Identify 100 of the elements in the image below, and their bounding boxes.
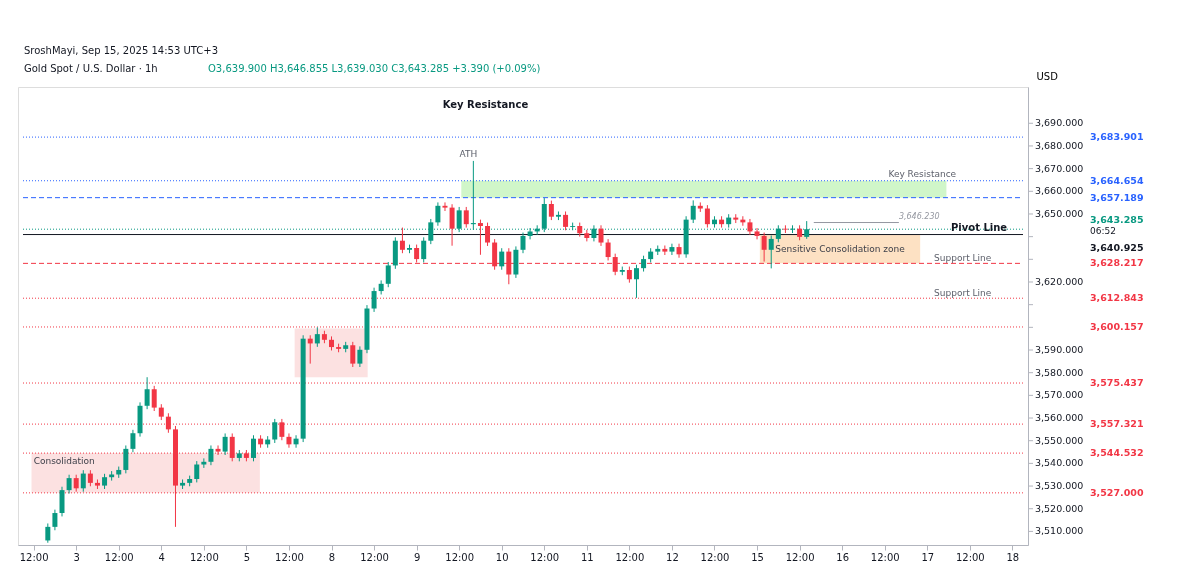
candlestick [669,243,675,256]
candlestick [768,235,774,269]
annotation: Key Resistance [888,169,957,180]
x-tick-label: 5 [243,551,251,563]
ref-line-label: 3,544.532 [1090,447,1144,459]
candlestick [194,460,200,483]
x-tick-label: 12 [666,551,679,563]
annotation: Support Line [934,287,992,298]
candlestick [449,203,455,247]
ref-line-label: 3,664.654 [1090,174,1144,186]
candlestick [66,474,72,495]
y-tick-label: 3,690.000 [1035,117,1084,129]
candlestick [676,243,682,259]
y-tick-label: 3,510.000 [1035,525,1084,537]
y-tick-label: 3,580.000 [1035,366,1084,378]
ref-line-label: 3,683.901 [1090,131,1144,143]
chart-title: Gold Spot / U.S. Dollar · 1h [24,63,158,74]
x-tick-label: 12:00 [700,551,730,563]
candlestick [754,227,760,240]
candlestick [201,457,207,469]
candlestick [314,326,320,348]
band-label: Sensitive Consolidation zone [775,243,906,254]
y-tick-label: 3,550.000 [1035,434,1084,446]
x-tick-label: 12:00 [275,551,304,563]
x-tick-label: 11 [580,551,594,563]
candlestick [286,432,292,449]
annotation: Support Line [934,252,992,263]
annotation: ATH [459,148,478,159]
y-tick-label: 3,650.000 [1035,207,1084,219]
y-tick-label: 3,560.000 [1035,412,1084,424]
candlestick [251,434,256,462]
candlestick [520,232,526,254]
x-tick-label: 12:00 [615,551,645,563]
candlestick [442,201,448,212]
candlestick [463,206,469,229]
x-tick-label: 12:00 [530,551,560,563]
candlestick [435,201,441,227]
candlestick [52,509,58,531]
text: SroshMayi, Sep 15, 2025 14:53 UTC+3 [24,45,219,56]
y-tick-label: 3,620.000 [1035,275,1084,287]
x-tick-label: 12:00 [189,551,219,563]
x-tick-label: 10 [495,551,509,563]
candlestick [605,238,611,261]
ref-line-label: 3,628.217 [1090,257,1144,269]
candlestick [151,385,157,412]
text: 06:52 [1090,226,1116,237]
candlestick [59,486,65,517]
annotation: Pivot Line [950,221,1008,233]
chart-subtitle: O3,639.900 H3,646.855 L3,639.030 C3,643.285 +3.390 (+0.09%) [208,63,541,74]
x-tick-label: 12:00 [955,551,985,563]
ref-line-label: 3,640.925 [1090,241,1144,253]
candlestick [272,418,278,444]
candlestick [385,261,391,288]
candlestick [80,469,86,493]
candlestick [45,522,51,544]
ref-line-label: 3,527.000 [1090,486,1144,498]
x-tick-label: 9 [413,551,421,563]
candlestick [690,199,696,224]
x-tick-label: 3 [73,551,80,563]
ref-line-label: 3,646.230 [898,211,940,221]
x-tick-label: 12:00 [445,551,475,563]
candlestick [633,264,639,299]
candlestick [123,444,129,474]
candlestick [499,247,505,271]
x-tick-label: 12:00 [104,551,134,563]
candlestick [563,210,569,231]
ref-line-label: 3,600.157 [1090,320,1144,332]
candlestick [704,204,710,229]
x-tick-label: 12:00 [360,551,389,563]
x-tick-label: 17 [921,551,935,563]
candlestick [485,222,491,247]
candlestick [222,432,228,456]
candlestick [208,444,214,466]
ref-line-label: 3,643.285 [1090,214,1144,226]
candlestick [350,341,356,368]
y-tick-label: 3,670.000 [1035,162,1084,174]
candlestick [477,219,483,256]
candlestick [371,287,377,313]
x-tick-label: 8 [328,551,336,563]
y-tick-label: 3,540.000 [1035,457,1084,469]
band-label: Consolidation [33,456,95,467]
candlestick [399,227,405,254]
ref-line-label: 3,575.437 [1090,377,1144,389]
ref-line-label: 3,557.321 [1090,418,1144,430]
x-tick-label: 18 [1006,551,1020,563]
y-tick-label: 3,660.000 [1035,185,1084,197]
candlestick [548,200,554,221]
x-tick-label: 16 [836,551,850,563]
x-tick-label: 12:00 [785,551,815,563]
x-tick-label: 12:00 [19,551,49,563]
ref-line-label: 3,612.843 [1090,292,1144,304]
ref-line-label: 3,657.189 [1090,191,1144,203]
y-tick-label: 3,680.000 [1035,139,1084,151]
candlestick [130,429,136,453]
x-tick-label: 12:00 [870,551,900,563]
annotation: Key Resistance [442,98,529,110]
y-axis-title: USD [1036,70,1059,82]
y-tick-label: 3,530.000 [1035,480,1084,492]
candlestick [357,345,363,368]
candlestick [144,376,150,410]
